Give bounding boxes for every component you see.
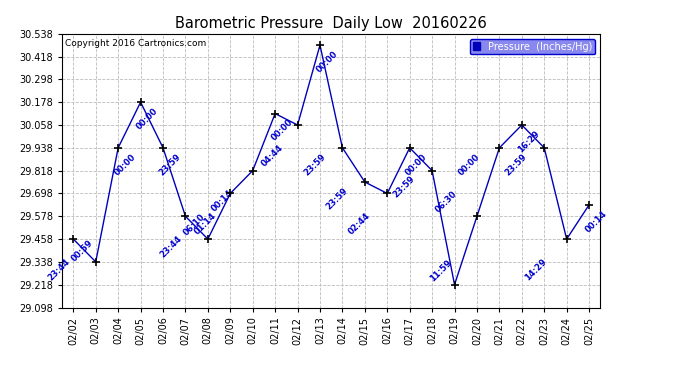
Text: 04:44: 04:44 — [260, 143, 285, 168]
Text: 06:30: 06:30 — [434, 190, 459, 215]
Text: Copyright 2016 Cartronics.com: Copyright 2016 Cartronics.com — [65, 39, 206, 48]
Text: 00:00: 00:00 — [135, 106, 160, 131]
Text: 00:14: 00:14 — [584, 209, 609, 234]
Text: 23:44: 23:44 — [47, 257, 72, 282]
Text: 14:29: 14:29 — [524, 257, 549, 282]
Text: 23:44: 23:44 — [159, 234, 184, 260]
Text: 23:59: 23:59 — [504, 152, 529, 177]
Text: 16:29: 16:29 — [516, 129, 542, 154]
Text: 23:59: 23:59 — [324, 186, 350, 211]
Text: 11:59: 11:59 — [428, 258, 453, 284]
Text: 02:44: 02:44 — [347, 211, 372, 237]
Text: 00:00: 00:00 — [270, 118, 295, 143]
Text: 00:14: 00:14 — [210, 189, 235, 214]
Text: 01:14: 01:14 — [193, 211, 218, 237]
Text: 00:59: 00:59 — [69, 238, 95, 263]
Legend: Pressure  (Inches/Hg): Pressure (Inches/Hg) — [470, 39, 595, 54]
Text: 06:10: 06:10 — [181, 213, 206, 238]
Text: 23:59: 23:59 — [157, 152, 183, 177]
Text: 00:00: 00:00 — [315, 50, 339, 74]
Text: 00:00: 00:00 — [112, 152, 137, 177]
Text: 00:00: 00:00 — [404, 152, 429, 177]
Text: 23:59: 23:59 — [392, 175, 417, 200]
Text: 23:59: 23:59 — [302, 152, 327, 177]
Text: 00:00: 00:00 — [456, 152, 482, 177]
Title: Barometric Pressure  Daily Low  20160226: Barometric Pressure Daily Low 20160226 — [175, 16, 487, 31]
